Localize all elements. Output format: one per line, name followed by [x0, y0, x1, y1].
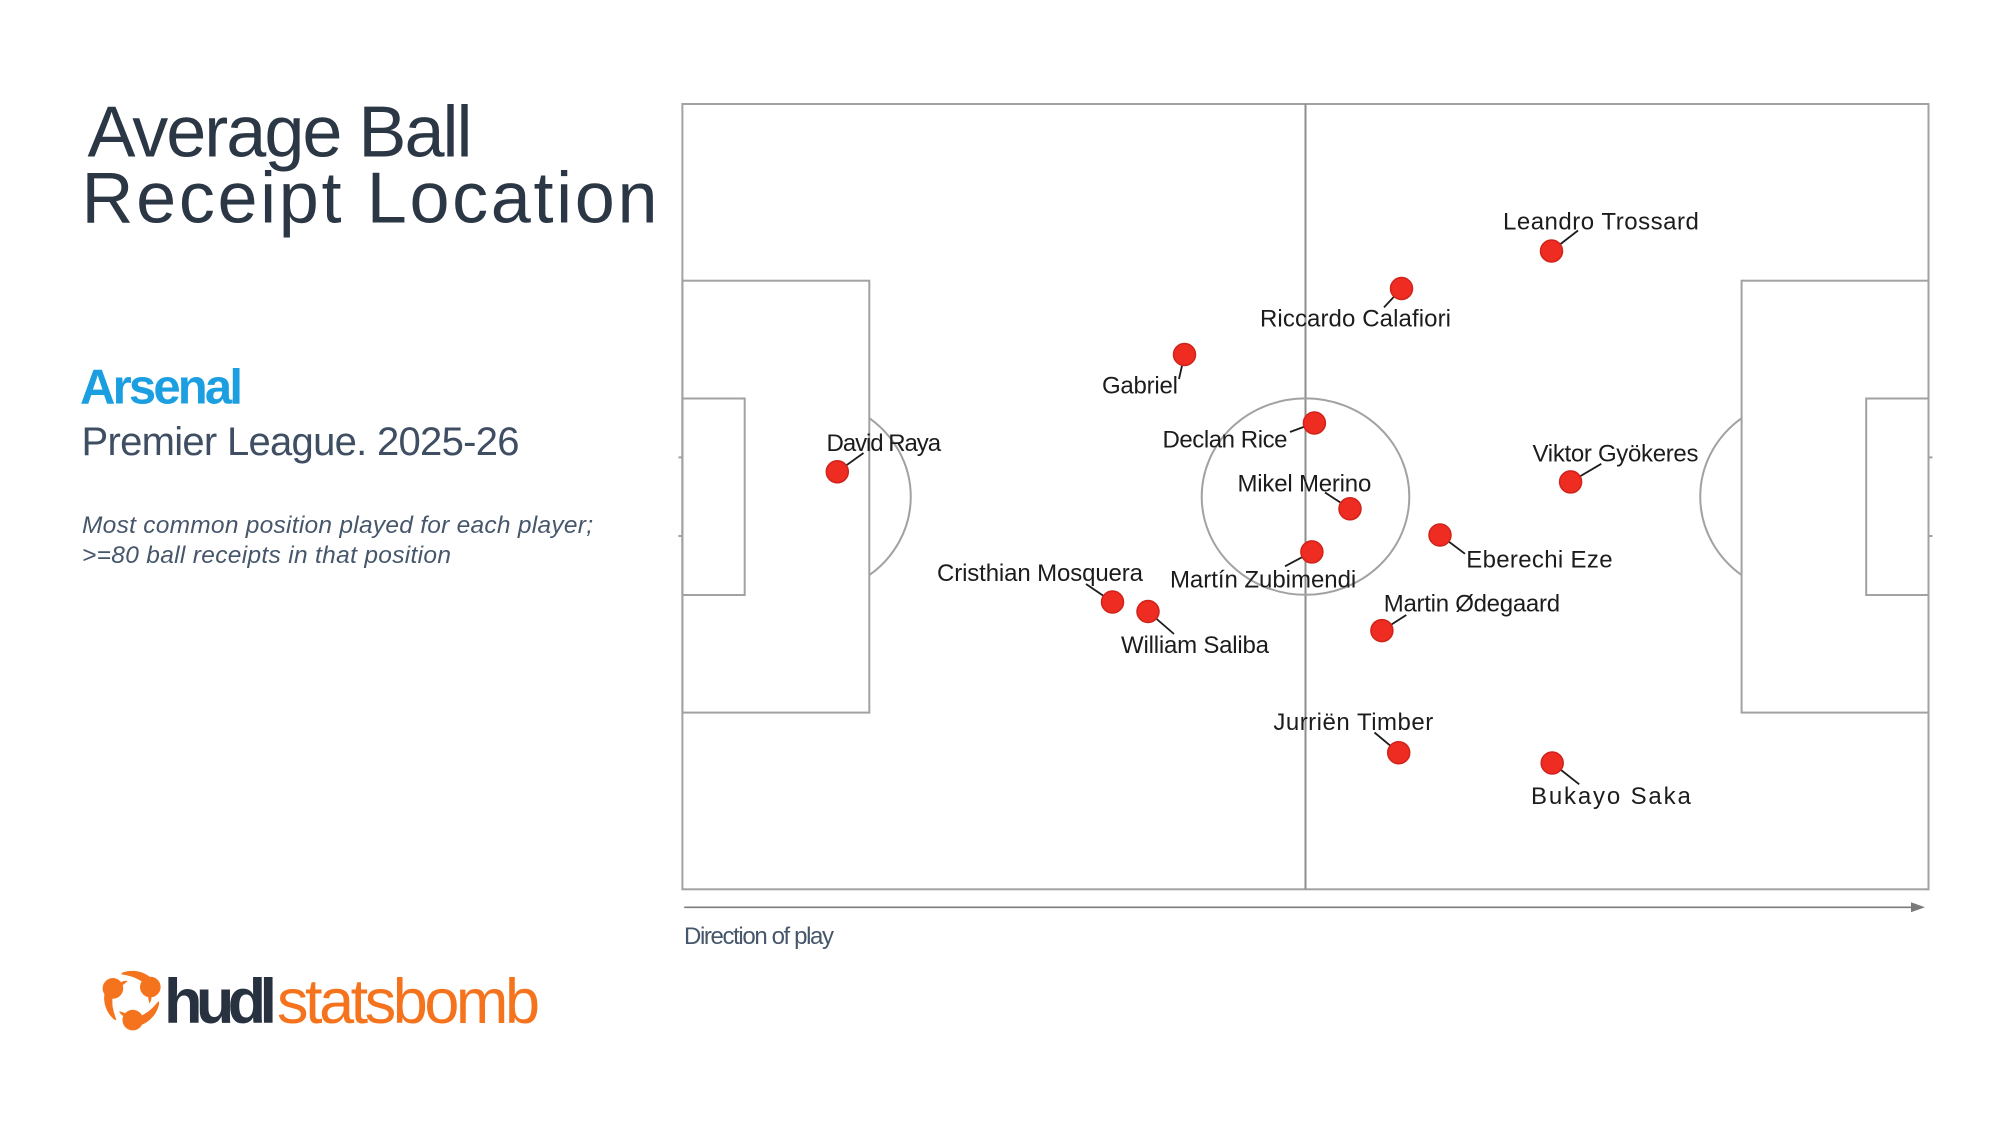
svg-text:Cristhian Mosquera: Cristhian Mosquera: [937, 560, 1144, 587]
svg-text:Riccardo Calafiori: Riccardo Calafiori: [1260, 306, 1451, 333]
svg-text:Jurriën Timber: Jurriën Timber: [1273, 709, 1433, 736]
svg-text:Martín Zubimendi: Martín Zubimendi: [1170, 567, 1356, 594]
svg-text:Leandro Trossard: Leandro Trossard: [1503, 208, 1699, 235]
svg-text:Mikel Merino: Mikel Merino: [1238, 470, 1372, 497]
svg-text:Eberechi Eze: Eberechi Eze: [1466, 547, 1612, 574]
svg-text:Gabriel: Gabriel: [1102, 372, 1178, 399]
svg-text:Martin Ødegaard: Martin Ødegaard: [1384, 590, 1560, 617]
svg-text:Receipt Location: Receipt Location: [82, 159, 658, 239]
svg-text:Premier League. 2025-26: Premier League. 2025-26: [82, 420, 520, 464]
svg-text:hudl: hudl: [164, 967, 277, 1037]
svg-text:Direction of play: Direction of play: [684, 923, 834, 950]
svg-text:Bukayo Saka: Bukayo Saka: [1531, 783, 1691, 810]
svg-text:Average Ball: Average Ball: [88, 93, 473, 173]
svg-text:Declan Rice: Declan Rice: [1163, 427, 1288, 454]
svg-text:Most common position played fo: Most common position played for each pla…: [82, 512, 593, 539]
svg-text:Viktor Gyökeres: Viktor Gyökeres: [1533, 440, 1699, 467]
svg-text:Arsenal: Arsenal: [80, 361, 243, 415]
svg-text:>=80 ball receipts in that pos: >=80 ball receipts in that position: [82, 542, 451, 569]
svg-text:David Raya: David Raya: [827, 430, 942, 457]
svg-text:statsbomb: statsbomb: [277, 967, 540, 1037]
svg-text:William Saliba: William Saliba: [1121, 632, 1270, 659]
